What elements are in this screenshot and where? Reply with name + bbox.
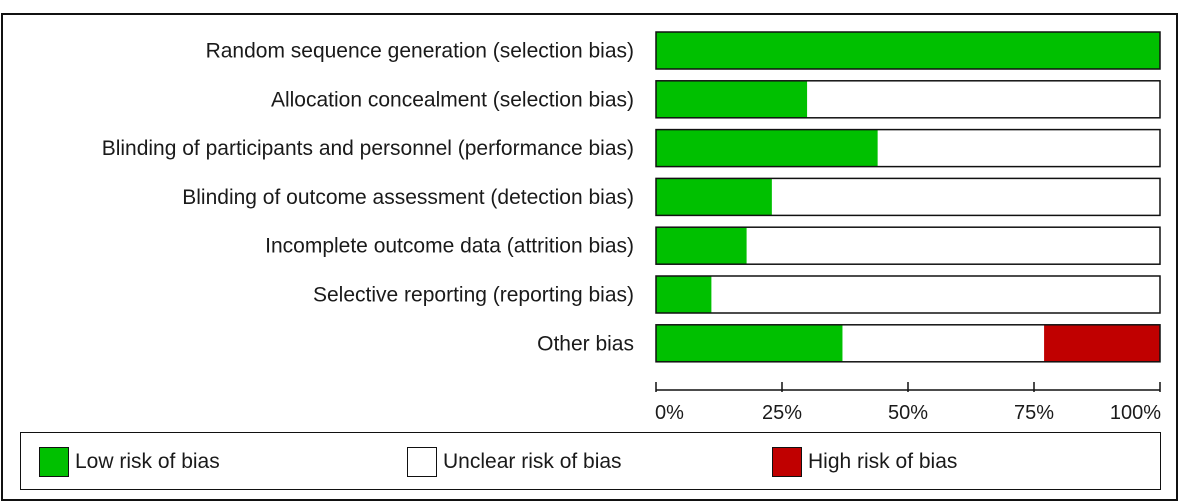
legend-swatch-low [39,447,69,477]
legend-label-low: Low risk of bias [75,450,220,473]
category-label: Allocation concealment (selection bias) [271,88,634,111]
bar-segment-low [656,129,878,167]
bar-outline [655,177,1161,217]
bar-segment-unclear [746,227,1160,265]
category-label: Incomplete outcome data (attrition bias) [265,235,634,258]
bar-segment-low [656,178,772,216]
risk-of-bias-chart: Random sequence generation (selection bi… [102,31,1161,424]
legend-item-low: Low risk of bias [39,445,220,479]
bar-outline [655,324,1161,363]
category-label: Selective reporting (reporting bias) [313,284,634,307]
category-label: Random sequence generation (selection bi… [206,40,634,63]
bar-segment-low [656,227,747,265]
bar-segment-low [656,32,1160,69]
legend-item-high: High risk of bias [772,445,957,479]
legend-label-unclear: Unclear risk of bias [443,450,622,473]
bar-segment-unclear [771,178,1160,216]
legend-swatch-high [772,447,802,477]
category-label: Other bias [537,332,634,355]
bar-segment-unclear [877,129,1160,167]
bar-segment-unclear [842,324,1045,362]
legend-label-high: High risk of bias [808,450,958,473]
bar-outline [655,226,1161,265]
bar-outline [655,80,1161,119]
x-tick-label: 25% [762,402,802,424]
legend-item-unclear: Unclear risk of bias [407,445,622,479]
x-tick-label: 50% [888,402,928,424]
bar-outline [655,128,1161,168]
bar-segment-unclear [807,80,1160,118]
legend: Low risk of bias Unclear risk of bias Hi… [20,432,1161,490]
bar-segment-low [656,80,808,118]
bar-segment-low [656,324,843,362]
legend-swatch-unclear [407,447,437,477]
x-tick-label: 75% [1014,402,1054,424]
bar-segment-high [1044,324,1160,362]
bar-outline [655,275,1161,314]
x-tick-label: 100% [1110,402,1161,424]
x-tick-label: 0% [655,402,684,424]
category-label: Blinding of participants and personnel (… [102,137,634,160]
bar-segment-low [656,276,712,313]
bar-segment-unclear [711,276,1160,313]
category-label: Blinding of outcome assessment (detectio… [182,186,634,209]
bar-outline [655,31,1161,70]
